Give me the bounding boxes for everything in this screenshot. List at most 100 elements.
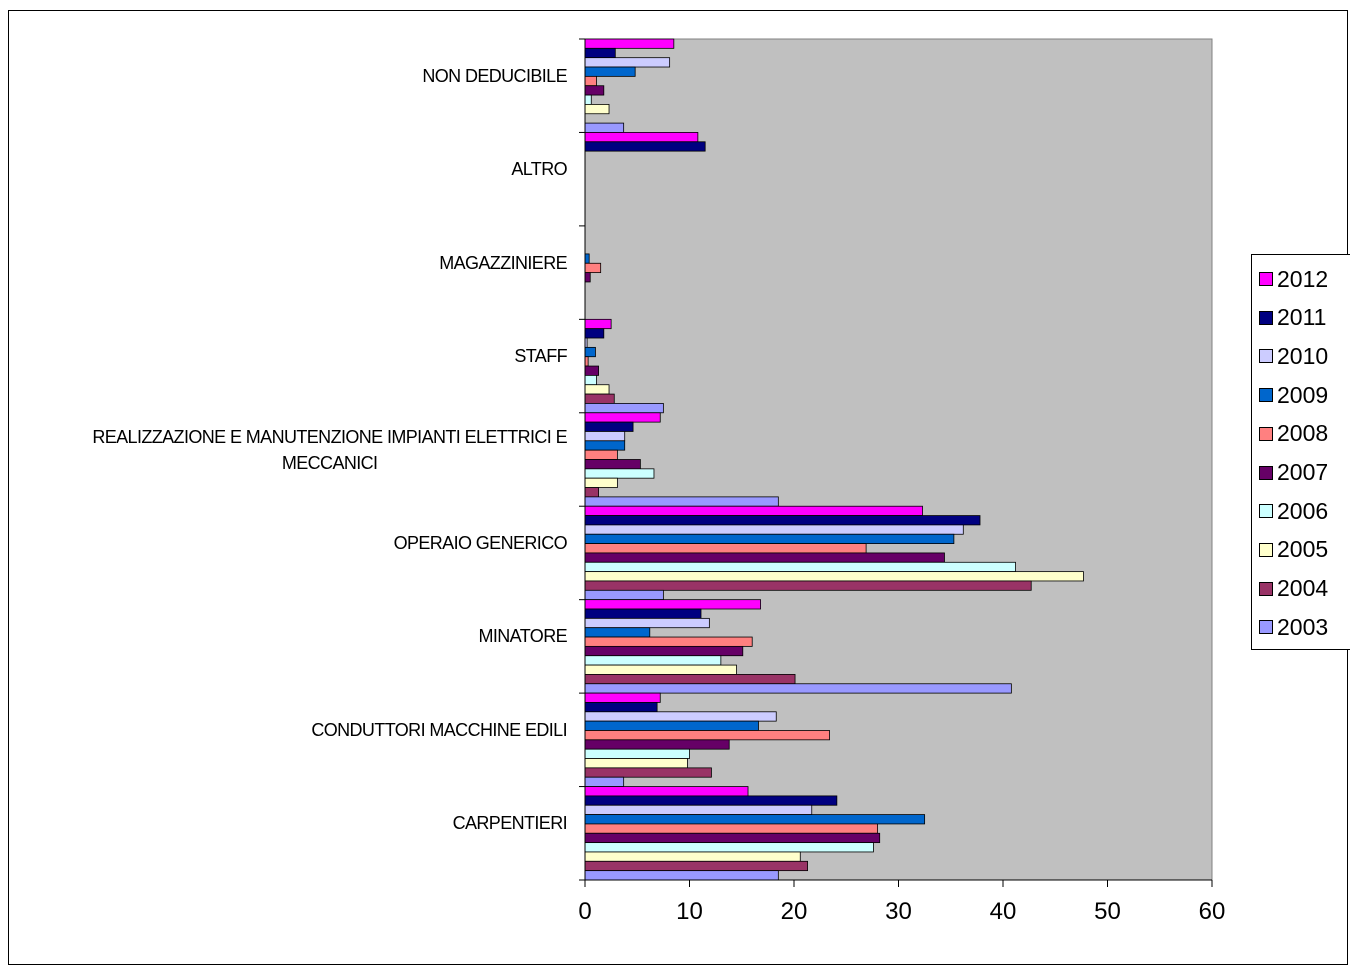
bar-2004-7 [584,767,712,778]
bar-2010-7 [584,711,777,722]
bar-2009-4 [584,440,626,451]
bar-2008-6 [584,636,753,647]
legend-item-2003: 2003 [1252,612,1328,642]
bar-2007-4 [584,459,641,470]
legend-swatch-2009 [1259,388,1273,403]
bar-2008-8 [584,823,879,834]
bar-2007-3 [584,365,599,376]
category-label-line: ALTRO [511,159,567,180]
x-tick-label-60: 60 [1198,898,1226,925]
category-label-line: MINATORE [478,626,567,647]
x-tick-label-0: 0 [578,898,592,925]
bar-2003-6 [584,683,1012,694]
bar-2004-3 [584,393,615,404]
legend-swatch-2010 [1259,349,1273,364]
bar-2004-6 [584,674,796,685]
bar-2008-4 [584,449,618,460]
bar-2003-8 [584,870,779,881]
bar-2010-0 [584,57,671,68]
x-tick-label-10: 10 [676,898,703,925]
category-label-line: CONDUTTORI MACCHINE EDILI [311,719,567,740]
x-tick-label-30: 30 [885,898,912,925]
bar-2012-1 [584,132,699,143]
bar-2007-5 [584,552,945,563]
bar-2011-3 [584,328,605,339]
x-tick-label-50: 50 [1094,898,1121,925]
category-label-4: REALIZZAZIONE E MANUTENZIONE IMPIANTI EL… [92,424,567,476]
bar-2008-7 [584,730,830,741]
bar-2010-4 [584,431,626,442]
bar-2003-3 [584,403,664,414]
category-label-line: MAGAZZINIERE [439,252,567,273]
bar-2012-6 [584,599,761,610]
category-label-2: MAGAZZINIERE [439,250,567,276]
bar-2003-7 [584,776,625,787]
bar-2005-8 [584,851,801,862]
bar-2006-8 [584,842,874,853]
category-label-line: OPERAIO GENERICO [393,532,568,553]
bar-2005-4 [584,477,618,488]
bar-2005-3 [584,384,610,395]
category-label-line: REALIZZAZIONE E MANUTENZIONE IMPIANTI EL… [92,426,567,447]
bar-2006-5 [584,561,1016,573]
bar-2005-6 [584,664,737,675]
category-label-line: STAFF [514,346,567,367]
legend-item-2012: 2012 [1252,264,1328,294]
legend-item-2010: 2010 [1252,341,1328,371]
bar-2005-7 [584,758,688,769]
legend-label-2010: 2010 [1277,342,1329,369]
bar-2009-0 [584,66,636,77]
bar-2006-4 [584,468,655,479]
bar-2011-4 [584,421,634,432]
bar-2011-5 [584,515,981,526]
category-label-6: MINATORE [478,623,567,649]
legend-label-2007: 2007 [1277,459,1329,485]
category-label-1: ALTRO [511,156,567,182]
bar-2009-3 [584,346,596,358]
bar-2004-5 [584,580,1032,591]
bar-2006-6 [584,655,722,666]
bar-2012-4 [584,412,661,423]
legend-label-2005: 2005 [1277,536,1329,563]
legend-label-2012: 2012 [1277,265,1329,292]
bar-2011-8 [584,795,838,806]
legend-item-2004: 2004 [1252,574,1328,604]
legend-item-2009: 2009 [1252,380,1328,410]
bar-2011-7 [584,702,658,713]
legend-swatch-2006 [1259,504,1273,519]
bar-2003-5 [584,589,664,601]
bar-2006-3 [584,374,597,386]
bar-2006-0 [584,94,592,105]
chart-frame: NON DEDUCIBILE ALTRO MAGAZZINIERE STAFF REAL… [8,10,1350,965]
bar-2007-0 [584,85,605,96]
bar-2007-7 [584,739,730,750]
bar-2006-7 [584,748,690,759]
legend-label-2009: 2009 [1277,381,1329,408]
bar-2003-4 [584,496,779,507]
bar-2005-0 [584,104,610,115]
x-tick-label-40: 40 [989,898,1017,925]
legend-item-2007: 2007 [1252,458,1328,488]
category-label-line: CARPENTIERI [452,813,568,834]
bar-2007-2 [584,272,591,283]
legend-label-2003: 2003 [1277,613,1329,640]
bar-2008-5 [584,543,867,554]
bar-2011-0 [584,47,616,59]
category-label-7: CONDUTTORI MACCHINE EDILI [311,717,567,743]
legend-swatch-2007 [1259,465,1273,480]
legend-swatch-2011 [1259,310,1273,325]
legend-swatch-2004 [1259,581,1273,596]
bar-chart [579,38,1213,887]
bar-2004-8 [584,860,808,872]
legend-swatch-2003 [1259,620,1273,635]
bar-2010-8 [584,804,813,815]
bar-2012-8 [584,786,749,797]
legend-label-2011: 2011 [1277,304,1327,331]
category-label-8: CARPENTIERI [452,810,568,836]
bar-2011-6 [584,608,702,619]
legend-label-2004: 2004 [1277,575,1329,602]
bar-2009-7 [584,720,759,731]
bar-2007-6 [584,645,744,657]
bar-2009-5 [584,533,955,545]
category-label-line: MECCANICI [281,452,378,473]
